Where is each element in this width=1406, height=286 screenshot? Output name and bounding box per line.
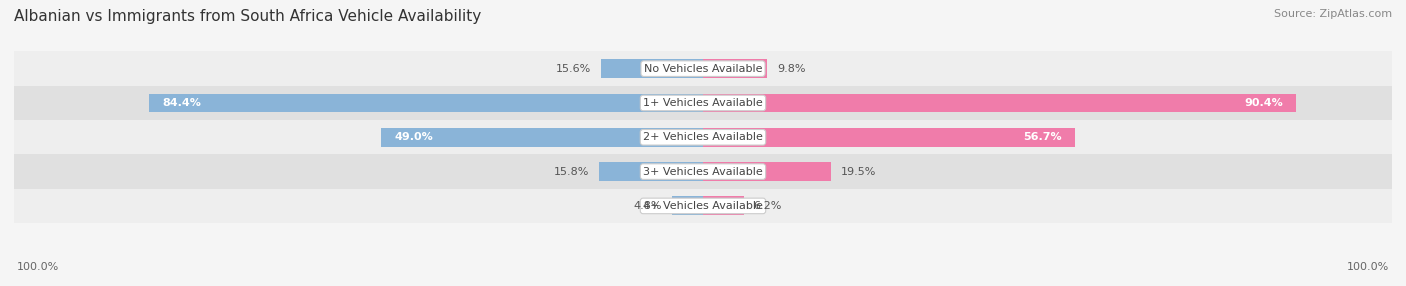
Bar [703, 59, 768, 78]
Text: 100.0%: 100.0% [1347, 262, 1389, 272]
Bar [599, 162, 703, 181]
Bar [703, 162, 831, 181]
Text: 15.8%: 15.8% [554, 167, 589, 176]
Text: 56.7%: 56.7% [1024, 132, 1062, 142]
Text: 4+ Vehicles Available: 4+ Vehicles Available [643, 201, 763, 211]
Text: 9.8%: 9.8% [778, 64, 806, 74]
Text: 19.5%: 19.5% [841, 167, 876, 176]
Bar [14, 120, 1392, 154]
Bar [672, 196, 703, 215]
Text: 90.4%: 90.4% [1244, 98, 1284, 108]
Text: 4.8%: 4.8% [633, 201, 662, 211]
Bar [703, 94, 1296, 112]
Bar [703, 128, 1076, 147]
Bar [149, 94, 703, 112]
Bar [381, 128, 703, 147]
Bar [703, 196, 744, 215]
Text: 49.0%: 49.0% [395, 132, 433, 142]
Text: 1+ Vehicles Available: 1+ Vehicles Available [643, 98, 763, 108]
Text: Albanian vs Immigrants from South Africa Vehicle Availability: Albanian vs Immigrants from South Africa… [14, 9, 481, 23]
Text: 2+ Vehicles Available: 2+ Vehicles Available [643, 132, 763, 142]
Bar [14, 86, 1392, 120]
Bar [14, 189, 1392, 223]
Bar [14, 154, 1392, 189]
Text: 15.6%: 15.6% [555, 64, 591, 74]
Text: 3+ Vehicles Available: 3+ Vehicles Available [643, 167, 763, 176]
Bar [14, 51, 1392, 86]
Text: 100.0%: 100.0% [17, 262, 59, 272]
Text: No Vehicles Available: No Vehicles Available [644, 64, 762, 74]
Bar [600, 59, 703, 78]
Text: 6.2%: 6.2% [754, 201, 782, 211]
Text: 84.4%: 84.4% [162, 98, 201, 108]
Text: Source: ZipAtlas.com: Source: ZipAtlas.com [1274, 9, 1392, 19]
